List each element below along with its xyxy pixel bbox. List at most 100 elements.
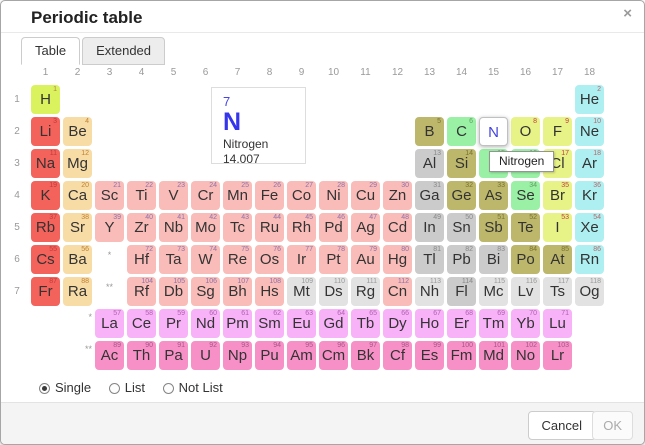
- radio-single[interactable]: Single: [39, 380, 91, 395]
- element-cell-Th[interactable]: 90 Th: [127, 341, 156, 370]
- element-cell-Ir[interactable]: 77 Ir: [287, 245, 316, 274]
- element-cell-Lu[interactable]: 71 Lu: [543, 309, 572, 338]
- element-cell-Gd[interactable]: 64 Gd: [319, 309, 348, 338]
- element-cell-Ho[interactable]: 67 Ho: [415, 309, 444, 338]
- element-cell-Ag[interactable]: 47 Ag: [351, 213, 380, 242]
- element-cell-Sm[interactable]: 62 Sm: [255, 309, 284, 338]
- element-cell-Rf[interactable]: 104 Rf: [127, 277, 156, 306]
- element-cell-Lr[interactable]: 103 Lr: [543, 341, 572, 370]
- radio-not-list[interactable]: Not List: [162, 380, 223, 395]
- element-cell-Ar[interactable]: 18 Ar: [575, 149, 604, 178]
- element-cell-Fr[interactable]: 87 Fr: [31, 277, 60, 306]
- element-cell-U[interactable]: 92 U: [191, 341, 220, 370]
- element-cell-Tc[interactable]: 43 Tc: [223, 213, 252, 242]
- element-cell-Y[interactable]: 39 Y: [95, 213, 124, 242]
- element-cell-Po[interactable]: 84 Po: [511, 245, 540, 274]
- element-cell-Cu[interactable]: 29 Cu: [351, 181, 380, 210]
- element-cell-Ra[interactable]: 88 Ra: [63, 277, 92, 306]
- element-cell-Pr[interactable]: 59 Pr: [159, 309, 188, 338]
- element-cell-Sc[interactable]: 21 Sc: [95, 181, 124, 210]
- element-cell-No[interactable]: 102 No: [511, 341, 540, 370]
- element-cell-Pu[interactable]: 94 Pu: [255, 341, 284, 370]
- element-cell-V[interactable]: 23 V: [159, 181, 188, 210]
- element-cell-W[interactable]: 74 W: [191, 245, 220, 274]
- element-cell-Kr[interactable]: 36 Kr: [575, 181, 604, 210]
- element-cell-Np[interactable]: 93 Np: [223, 341, 252, 370]
- element-cell-Li[interactable]: 3 Li: [31, 117, 60, 146]
- element-cell-Br[interactable]: 35 Br: [543, 181, 572, 210]
- element-cell-Ca[interactable]: 20 Ca: [63, 181, 92, 210]
- element-cell-Pb[interactable]: 82 Pb: [447, 245, 476, 274]
- element-cell-Nb[interactable]: 41 Nb: [159, 213, 188, 242]
- element-cell-Sg[interactable]: 106 Sg: [191, 277, 220, 306]
- element-cell-Cm[interactable]: 96 Cm: [319, 341, 348, 370]
- element-cell-Fl[interactable]: 114 Fl: [447, 277, 476, 306]
- element-cell-Tb[interactable]: 65 Tb: [351, 309, 380, 338]
- element-cell-Ta[interactable]: 73 Ta: [159, 245, 188, 274]
- element-cell-Ne[interactable]: 10 Ne: [575, 117, 604, 146]
- element-cell-Dy[interactable]: 66 Dy: [383, 309, 412, 338]
- element-cell-Mo[interactable]: 42 Mo: [191, 213, 220, 242]
- element-cell-La[interactable]: 57 La: [95, 309, 124, 338]
- element-cell-Co[interactable]: 27 Co: [287, 181, 316, 210]
- element-cell-Bh[interactable]: 107 Bh: [223, 277, 252, 306]
- element-cell-Am[interactable]: 95 Am: [287, 341, 316, 370]
- element-cell-Rh[interactable]: 45 Rh: [287, 213, 316, 242]
- element-cell-Cf[interactable]: 98 Cf: [383, 341, 412, 370]
- element-cell-Ac[interactable]: 89 Ac: [95, 341, 124, 370]
- element-cell-Lv[interactable]: 116 Lv: [511, 277, 540, 306]
- cancel-button[interactable]: Cancel: [527, 411, 596, 440]
- element-cell-As[interactable]: 33 As: [479, 181, 508, 210]
- element-cell-Cr[interactable]: 24 Cr: [191, 181, 220, 210]
- element-cell-Ti[interactable]: 22 Ti: [127, 181, 156, 210]
- ok-button[interactable]: OK: [592, 411, 633, 440]
- element-cell-Cd[interactable]: 48 Cd: [383, 213, 412, 242]
- element-cell-Nh[interactable]: 113 Nh: [415, 277, 444, 306]
- element-cell-Er[interactable]: 68 Er: [447, 309, 476, 338]
- element-cell-Cs[interactable]: 55 Cs: [31, 245, 60, 274]
- element-cell-In[interactable]: 49 In: [415, 213, 444, 242]
- element-cell-Au[interactable]: 79 Au: [351, 245, 380, 274]
- element-cell-Hs[interactable]: 108 Hs: [255, 277, 284, 306]
- element-cell-Eu[interactable]: 63 Eu: [287, 309, 316, 338]
- element-cell-Pa[interactable]: 91 Pa: [159, 341, 188, 370]
- element-cell-Bi[interactable]: 83 Bi: [479, 245, 508, 274]
- element-cell-Ds[interactable]: 110 Ds: [319, 277, 348, 306]
- close-icon[interactable]: ×: [623, 5, 632, 22]
- element-cell-Es[interactable]: 99 Es: [415, 341, 444, 370]
- element-cell-Tm[interactable]: 69 Tm: [479, 309, 508, 338]
- element-cell-Zr[interactable]: 40 Zr: [127, 213, 156, 242]
- element-cell-Mg[interactable]: 12 Mg: [63, 149, 92, 178]
- element-cell-Bk[interactable]: 97 Bk: [351, 341, 380, 370]
- element-cell-Ru[interactable]: 44 Ru: [255, 213, 284, 242]
- element-cell-K[interactable]: 19 K: [31, 181, 60, 210]
- element-cell-Ga[interactable]: 31 Ga: [415, 181, 444, 210]
- element-cell-Nd[interactable]: 60 Nd: [191, 309, 220, 338]
- radio-list-icon[interactable]: [108, 383, 120, 394]
- element-cell-Sr[interactable]: 38 Sr: [63, 213, 92, 242]
- element-cell-Mc[interactable]: 115 Mc: [479, 277, 508, 306]
- element-cell-Md[interactable]: 101 Md: [479, 341, 508, 370]
- element-cell-Rg[interactable]: 111 Rg: [351, 277, 380, 306]
- element-cell-Os[interactable]: 76 Os: [255, 245, 284, 274]
- element-cell-Be[interactable]: 4 Be: [63, 117, 92, 146]
- element-cell-He[interactable]: 2 He: [575, 85, 604, 114]
- element-cell-Ce[interactable]: 58 Ce: [127, 309, 156, 338]
- element-cell-Mn[interactable]: 25 Mn: [223, 181, 252, 210]
- element-cell-Si[interactable]: 14 Si: [447, 149, 476, 178]
- element-cell-Te[interactable]: 52 Te: [511, 213, 540, 242]
- element-cell-Og[interactable]: 118 Og: [575, 277, 604, 306]
- element-cell-Sb[interactable]: 51 Sb: [479, 213, 508, 242]
- element-cell-Ge[interactable]: 32 Ge: [447, 181, 476, 210]
- element-cell-Hf[interactable]: 72 Hf: [127, 245, 156, 274]
- element-cell-I[interactable]: 53 I: [543, 213, 572, 242]
- element-cell-Pt[interactable]: 78 Pt: [319, 245, 348, 274]
- element-cell-Fm[interactable]: 100 Fm: [447, 341, 476, 370]
- element-cell-Sn[interactable]: 50 Sn: [447, 213, 476, 242]
